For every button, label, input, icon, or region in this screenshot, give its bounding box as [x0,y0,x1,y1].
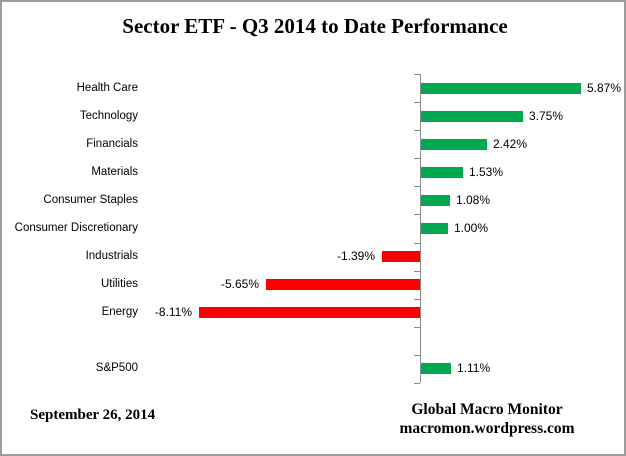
bar-negative [265,279,420,290]
axis-tick [414,214,420,215]
category-label: Materials [91,166,138,178]
value-label: 5.87% [587,81,622,95]
bar-positive [421,363,451,374]
axis-tick [414,130,420,131]
axis-tick [414,102,420,103]
category-label: Financials [86,138,138,150]
chart-title: Sector ETF - Q3 2014 to Date Performance [122,14,508,38]
value-label: -8.11% [154,305,192,319]
value-label: 1.08% [456,193,491,207]
bar-positive [421,195,450,206]
category-label: Consumer Staples [43,194,138,206]
axis-tick [414,74,420,75]
value-axis-line [420,74,421,383]
value-label: 3.75% [529,109,564,123]
bar-positive [421,167,463,178]
value-label: -5.65% [220,277,259,291]
footer-brand-url: macromon.wordpress.com [399,420,575,437]
axis-tick [414,327,420,328]
category-label: Consumer Discretionary [14,222,138,234]
value-label: 2.42% [493,137,528,151]
footer-brand: Global Macro Monitor macromon.wordpress.… [352,400,622,438]
value-label: 1.00% [454,221,489,235]
bar-positive [421,111,523,122]
bar-negative [382,251,421,262]
category-label: Technology [79,110,138,122]
bar-positive [421,83,581,94]
bar-positive [421,139,487,150]
category-label: Utilities [100,278,138,290]
value-label: 1.11% [457,361,491,375]
value-label: -1.39% [336,249,375,263]
footer-date: September 26, 2014 [30,407,156,423]
category-label: S&P500 [95,362,138,374]
axis-tick [414,186,420,187]
bar-negative [198,307,420,318]
axis-tick [414,243,420,244]
axis-tick [414,299,420,300]
axis-tick [414,383,420,384]
footer-brand-name: Global Macro Monitor [411,401,563,418]
axis-tick [414,271,420,272]
axis-tick [414,355,420,356]
bar-positive [421,223,448,234]
axis-tick [414,158,420,159]
value-label: 1.53% [469,165,504,179]
category-label: Industrials [85,250,138,262]
category-label: Health Care [76,82,138,94]
category-label: Energy [101,306,138,318]
